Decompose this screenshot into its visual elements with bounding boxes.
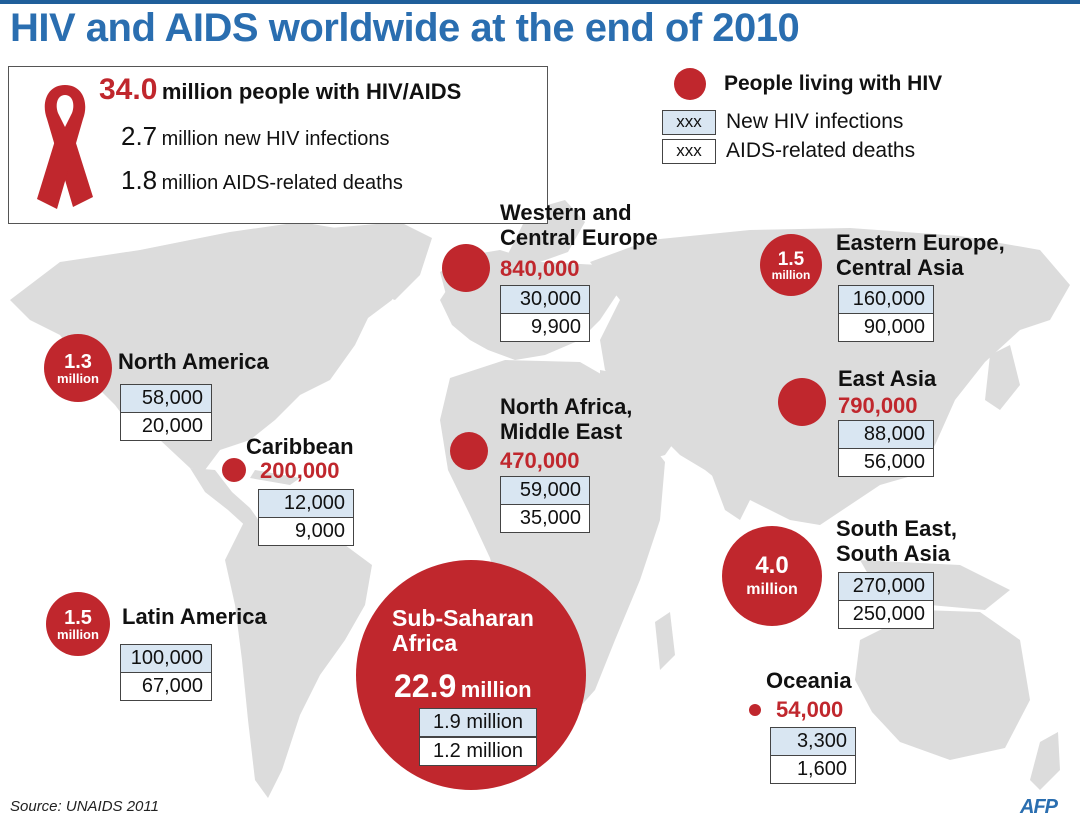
- north-africa-middle-east-living: 470,000: [500, 448, 580, 473]
- south-east-south-asia-unit: million: [746, 581, 798, 598]
- oceania-new: 3,300: [770, 727, 856, 756]
- legend-new-swatch: xxx: [662, 110, 716, 135]
- oceania-bubble: [749, 704, 761, 716]
- legend-new-label: New HIV infections: [726, 110, 904, 133]
- summary-new-label: million new HIV infections: [161, 128, 390, 150]
- eastern-europe-central-asia-name-line2: Central Asia: [836, 255, 964, 280]
- western-central-europe-new: 30,000: [500, 285, 590, 314]
- latin-america-new: 100,000: [120, 644, 212, 673]
- south-east-south-asia-living: 4.0: [755, 552, 789, 579]
- caribbean-name: Caribbean: [246, 434, 354, 459]
- landmass-new-zealand: [1030, 732, 1060, 790]
- caribbean-new: 12,000: [258, 489, 354, 518]
- summary-deaths-value: 1.8: [121, 165, 158, 195]
- eastern-europe-central-asia-name-line1: Eastern Europe,: [836, 230, 1005, 255]
- sub-saharan-africa-deaths: 1.2 million: [419, 737, 537, 766]
- north-america-name: North America: [118, 349, 269, 374]
- landmass-central-america: [190, 468, 262, 530]
- south-east-south-asia-bubble: 4.0 million: [722, 526, 822, 626]
- sub-saharan-africa-total: 22.9 million: [394, 668, 532, 705]
- eastern-europe-central-asia-deaths: 90,000: [838, 313, 934, 342]
- landmass-australia: [855, 610, 1030, 760]
- landmass-south-america: [225, 518, 372, 798]
- summary-deaths: 1.8 million AIDS-related deaths: [121, 165, 403, 196]
- east-asia-name: East Asia: [838, 366, 937, 391]
- landmass-greenland: [330, 222, 432, 300]
- east-asia-deaths: 56,000: [838, 448, 934, 477]
- north-america-unit: million: [57, 370, 99, 386]
- north-america-deaths: 20,000: [120, 412, 212, 441]
- legend-living-label: People living with HIV: [724, 72, 943, 95]
- sub-saharan-africa-new: 1.9 million: [419, 708, 537, 737]
- legend-deaths-swatch: xxx: [662, 139, 716, 164]
- east-asia-new: 88,000: [838, 420, 934, 449]
- caribbean-deaths: 9,000: [258, 517, 354, 546]
- north-africa-middle-east-bubble: [450, 432, 488, 470]
- oceania-deaths: 1,600: [770, 755, 856, 784]
- latin-america-name: Latin America: [122, 604, 267, 629]
- north-africa-middle-east-name-line1: North Africa,: [500, 394, 633, 419]
- summary-total: 34.0 million people with HIV/AIDS: [99, 73, 461, 107]
- sub-saharan-africa-name: Sub-Saharan Africa: [392, 606, 534, 656]
- aids-ribbon-icon: [37, 85, 93, 209]
- caribbean-bubble: [222, 458, 246, 482]
- landmass-north-america: [10, 222, 395, 470]
- north-america-living: 1.3: [64, 350, 92, 373]
- eastern-europe-central-asia-new: 160,000: [838, 285, 934, 314]
- sub-saharan-africa-unit: million: [460, 677, 532, 702]
- western-central-europe-name-line2: Central Europe: [500, 225, 658, 250]
- top-rule: [0, 0, 1080, 4]
- landmass-scandinavia: [505, 200, 585, 262]
- sub-saharan-africa-name-line1: Sub-Saharan: [392, 605, 534, 631]
- summary-new: 2.7 million new HIV infections: [121, 121, 389, 152]
- oceania-name: Oceania: [766, 668, 852, 693]
- afp-logo: AFP: [1020, 796, 1058, 818]
- summary-new-value: 2.7: [121, 121, 158, 151]
- landmass-madagascar: [655, 612, 675, 670]
- north-africa-middle-east-name: North Africa, Middle East: [500, 394, 632, 444]
- sub-saharan-africa-living: 22.9: [394, 668, 457, 704]
- summary-deaths-label: million AIDS-related deaths: [161, 172, 403, 194]
- eastern-europe-central-asia-living: 1.5: [777, 248, 805, 270]
- summary-total-label: million people with HIV/AIDS: [161, 79, 462, 104]
- eastern-europe-central-asia-bubble: 1.5 million: [760, 234, 822, 296]
- north-africa-middle-east-name-line2: Middle East: [500, 419, 623, 444]
- legend-deaths-label: AIDS-related deaths: [726, 139, 916, 162]
- source-note: Source: UNAIDS 2011: [10, 798, 159, 815]
- oceania-living: 54,000: [776, 697, 844, 722]
- landmass-japan: [985, 345, 1020, 410]
- page-title: HIV and AIDS worldwide at the end of 201…: [10, 6, 800, 50]
- south-east-south-asia-name: South East, South Asia: [836, 516, 957, 566]
- legend-living-dot: [674, 68, 706, 100]
- western-central-europe-bubble: [442, 244, 490, 292]
- landmass-caribbean: [250, 470, 300, 485]
- landmass-india: [700, 430, 765, 520]
- summary-box: 34.0 million people with HIV/AIDS 2.7 mi…: [8, 66, 548, 224]
- eastern-europe-central-asia-name: Eastern Europe, Central Asia: [836, 230, 1005, 280]
- western-central-europe-name: Western and Central Europe: [500, 200, 658, 250]
- north-africa-middle-east-new: 59,000: [500, 476, 590, 505]
- south-east-south-asia-deaths: 250,000: [838, 600, 934, 629]
- latin-america-bubble: 1.5 million: [46, 592, 110, 656]
- north-america-new: 58,000: [120, 384, 212, 413]
- east-asia-living: 790,000: [838, 393, 918, 418]
- western-central-europe-living: 840,000: [500, 256, 580, 281]
- summary-total-value: 34.0: [99, 73, 158, 106]
- east-asia-bubble: [778, 378, 826, 426]
- eastern-europe-central-asia-unit: million: [771, 267, 811, 282]
- sub-saharan-africa-name-line2: Africa: [392, 630, 458, 656]
- western-central-europe-deaths: 9,900: [500, 313, 590, 342]
- south-east-south-asia-name-line1: South East,: [836, 516, 958, 541]
- caribbean-living: 200,000: [260, 458, 340, 483]
- landmass-africa: [440, 360, 665, 720]
- north-america-bubble: 1.3 million: [44, 334, 112, 402]
- north-africa-middle-east-deaths: 35,000: [500, 504, 590, 533]
- south-east-south-asia-new: 270,000: [838, 572, 934, 601]
- western-central-europe-name-line1: Western and: [500, 200, 632, 225]
- latin-america-living: 1.5: [64, 606, 92, 629]
- south-east-south-asia-name-line2: South Asia: [836, 541, 951, 566]
- latin-america-unit: million: [57, 626, 99, 642]
- latin-america-deaths: 67,000: [120, 672, 212, 701]
